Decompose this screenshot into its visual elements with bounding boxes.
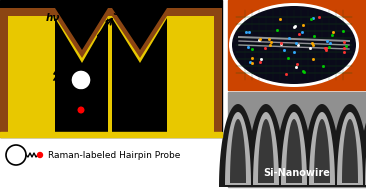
- Circle shape: [37, 153, 42, 157]
- Text: SERS: SERS: [112, 7, 144, 17]
- Polygon shape: [230, 119, 246, 183]
- Polygon shape: [219, 104, 257, 187]
- Polygon shape: [275, 104, 313, 187]
- Polygon shape: [365, 112, 366, 185]
- Circle shape: [6, 145, 26, 165]
- Polygon shape: [258, 119, 274, 183]
- Polygon shape: [359, 104, 366, 187]
- Bar: [0, 0, 222, 137]
- Polygon shape: [314, 119, 330, 183]
- Polygon shape: [112, 18, 167, 137]
- Bar: [228, 92, 366, 187]
- Polygon shape: [286, 119, 302, 183]
- Polygon shape: [303, 104, 341, 187]
- Polygon shape: [247, 104, 285, 187]
- Polygon shape: [0, 8, 222, 137]
- Ellipse shape: [232, 6, 356, 84]
- Text: hν: hν: [46, 13, 60, 23]
- Text: Si-Nanowire: Si-Nanowire: [264, 168, 330, 178]
- Polygon shape: [331, 104, 366, 187]
- Polygon shape: [309, 112, 335, 185]
- Circle shape: [71, 70, 91, 90]
- Polygon shape: [337, 112, 363, 185]
- Polygon shape: [281, 112, 307, 185]
- Circle shape: [78, 107, 84, 113]
- Ellipse shape: [229, 3, 359, 87]
- Bar: [0, 132, 222, 137]
- Text: S: S: [85, 108, 90, 112]
- Polygon shape: [8, 16, 214, 137]
- Bar: [228, 0, 366, 90]
- Polygon shape: [253, 112, 279, 185]
- Polygon shape: [55, 18, 108, 137]
- Polygon shape: [342, 119, 358, 183]
- Text: Raman-labeled Hairpin Probe: Raman-labeled Hairpin Probe: [48, 150, 180, 160]
- Polygon shape: [225, 112, 251, 185]
